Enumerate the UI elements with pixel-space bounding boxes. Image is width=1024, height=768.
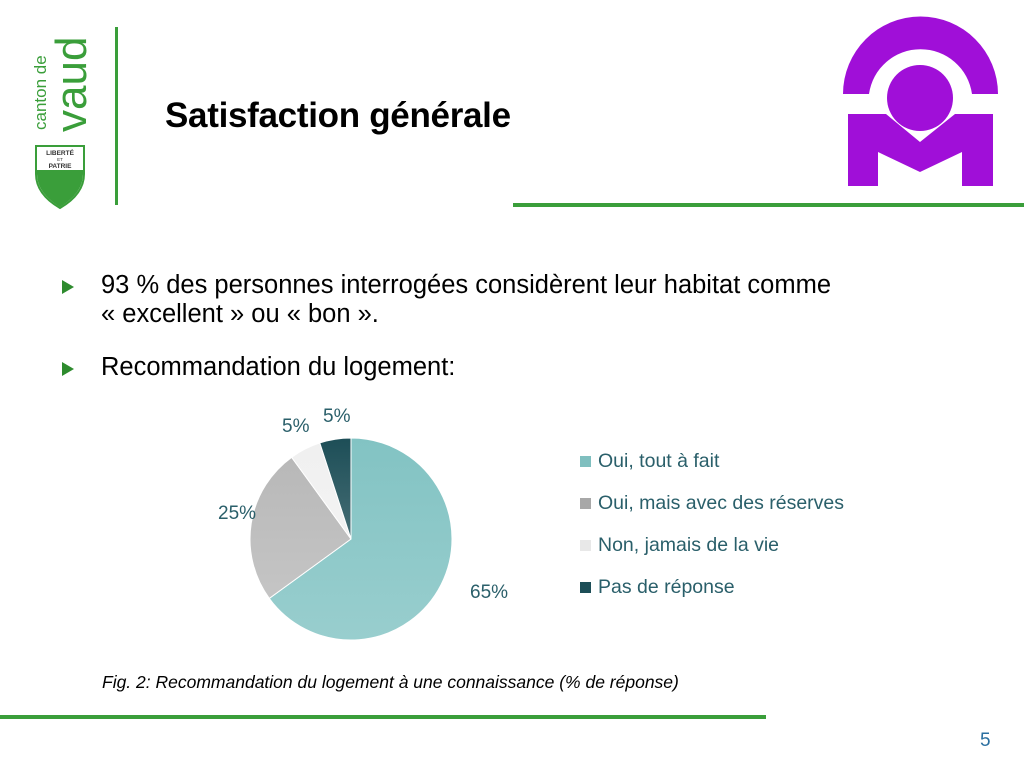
legend-swatch: [580, 456, 591, 467]
bullet-text-line: Recommandation du logement:: [101, 353, 456, 381]
bullet-item: Recommandation du logement:: [62, 353, 455, 382]
logo-wordmark-small: canton de: [31, 55, 50, 130]
bullet-arrow-icon: [62, 362, 74, 376]
header-rule: [513, 203, 1024, 207]
shield-text-liberte: LIBERTÉ: [46, 148, 74, 157]
legend-item: Oui, tout à fait: [580, 450, 719, 472]
legend-swatch: [580, 498, 591, 509]
legend-item: Non, jamais de la vie: [580, 534, 779, 556]
legend-label: Oui, tout à fait: [598, 450, 720, 472]
slide-title: Satisfaction générale: [165, 96, 511, 135]
pie-data-label: 5%: [323, 406, 351, 427]
footer-rule: [0, 715, 766, 719]
shield-text-patrie: PATRIE: [49, 163, 73, 170]
pie-data-label: 25%: [218, 503, 256, 524]
pie-chart: 65% 25% 5% 5%: [218, 406, 508, 641]
shield-icon: LIBERTÉ ET PATRIE: [35, 145, 85, 210]
legend-item: Oui, mais avec des réserves: [580, 492, 844, 514]
pie-slice: [319, 437, 352, 540]
housing-logo-icon: [843, 16, 998, 186]
bullet-text-line: 93 % des personnes interrogées considère…: [101, 271, 831, 299]
shield-text-et: ET: [57, 157, 63, 162]
legend-item: Pas de réponse: [580, 576, 735, 598]
page-number: 5: [980, 730, 991, 751]
logo-divider: [115, 27, 118, 205]
figure-caption: Fig. 2: Recommandation du logement à une…: [102, 672, 679, 692]
legend-label: Pas de réponse: [598, 576, 735, 598]
bullet-arrow-icon: [62, 280, 74, 294]
legend-swatch: [580, 540, 591, 551]
legend-label: Non, jamais de la vie: [598, 534, 780, 556]
legend-label: Oui, mais avec des réserves: [598, 492, 845, 514]
canton-de-vaud-logo: canton de vaud LIBERTÉ ET PATRIE: [31, 37, 94, 210]
logo-wordmark-large: vaud: [47, 37, 94, 132]
legend-swatch: [580, 582, 591, 593]
bullet-item: 93 % des personnes interrogées considère…: [62, 271, 831, 329]
pie-data-label: 65%: [470, 582, 508, 603]
pie-slice: [268, 437, 453, 641]
bullet-text-line: « excellent » ou « bon ».: [101, 300, 379, 328]
pie-slice: [249, 456, 352, 600]
pie-data-label: 5%: [282, 416, 310, 437]
